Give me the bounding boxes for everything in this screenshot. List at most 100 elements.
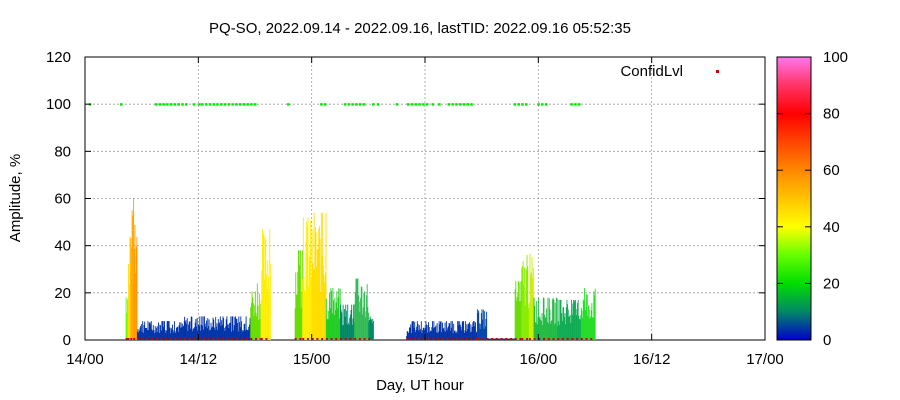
amplitude-bar — [443, 330, 445, 340]
amplitude-bar — [508, 338, 510, 340]
colorbar-tick-label: 0 — [823, 332, 831, 349]
amplitude-bar — [461, 330, 463, 340]
amplitude-bar — [170, 327, 172, 340]
amplitude-bar — [497, 338, 499, 340]
y-tick-label: 120 — [46, 49, 71, 66]
amplitude-bar — [211, 327, 213, 340]
amplitude-bar — [433, 321, 435, 340]
amplitude-bar — [306, 221, 308, 340]
amplitude-bar — [502, 338, 504, 340]
amplitude-bar — [344, 316, 346, 340]
amplitude-bar — [224, 330, 226, 340]
amplitude-bar — [523, 267, 525, 340]
amplitude-bar — [590, 316, 591, 340]
amplitude-bar — [175, 328, 177, 340]
confidence-point — [570, 103, 573, 106]
amplitude-bar — [440, 321, 442, 340]
amplitude-bar — [536, 301, 538, 340]
amplitude-bar — [327, 318, 329, 340]
amplitude-bar — [247, 330, 249, 340]
amplitude-bar — [521, 266, 523, 340]
amplitude-bar — [527, 308, 529, 340]
x-tick-label: 15/00 — [293, 351, 331, 368]
amplitude-bar — [177, 326, 179, 340]
amplitude-bar — [265, 238, 267, 340]
amplitude-bar — [589, 318, 591, 340]
amplitude-bar — [365, 317, 367, 340]
amplitude-bar — [534, 322, 536, 340]
amplitude-bar — [588, 305, 590, 340]
amplitude-bar — [586, 294, 588, 340]
confidence-point — [204, 103, 208, 106]
amplitude-bar — [156, 327, 158, 340]
amplitude-bar — [140, 326, 142, 340]
amplitude-bar — [559, 325, 561, 340]
amplitude-bar — [173, 332, 175, 340]
amplitude-bar — [194, 322, 196, 340]
amplitude-bar — [540, 319, 542, 340]
amplitude-bar — [323, 275, 325, 340]
amplitude-bar — [353, 304, 355, 340]
amplitude-bar — [494, 338, 496, 340]
amplitude-bar — [177, 331, 179, 340]
amplitude-bar — [467, 329, 469, 340]
amplitude-bar — [299, 250, 301, 340]
amplitude-bar — [129, 236, 131, 340]
amplitude-bar — [494, 338, 496, 340]
amplitude-bar — [152, 330, 154, 340]
amplitude-bar — [470, 324, 472, 340]
confidence-point — [431, 103, 435, 106]
amplitude-bar — [371, 323, 373, 340]
amplitude-bar — [452, 333, 454, 340]
amplitude-bar — [144, 328, 146, 340]
amplitude-bar — [235, 316, 236, 340]
confidence-point — [458, 103, 462, 106]
amplitude-bar — [362, 307, 364, 340]
amplitude-bar — [417, 323, 419, 340]
amplitude-bar — [160, 325, 161, 340]
x-tick-label: 15/12 — [406, 351, 444, 368]
amplitude-bar — [268, 294, 270, 340]
amplitude-bar — [465, 321, 467, 340]
amplitude-bar — [263, 234, 265, 340]
amplitude-bar — [345, 304, 347, 340]
amplitude-bar — [266, 288, 268, 340]
amplitude-bar — [217, 319, 219, 340]
confidence-baseline-point — [363, 338, 366, 340]
amplitude-bar — [476, 309, 478, 340]
amplitude-bar — [179, 327, 181, 340]
confidence-point — [513, 103, 517, 106]
confidence-baseline-point — [358, 338, 361, 340]
amplitude-bar — [570, 322, 572, 340]
amplitude-bar — [451, 327, 453, 340]
amplitude-bar — [434, 327, 435, 340]
confidence-point — [231, 103, 234, 106]
amplitude-bar — [213, 319, 215, 340]
amplitude-bar — [205, 326, 207, 340]
amplitude-bar — [246, 329, 248, 340]
confidence-baseline-point — [590, 338, 593, 340]
amplitude-bar — [457, 321, 459, 340]
amplitude-bar — [468, 323, 470, 340]
amplitude-bar — [341, 325, 343, 340]
amplitude-bar — [561, 321, 563, 340]
amplitude-bar — [164, 329, 166, 340]
legend: ConfidLvl — [620, 63, 719, 80]
amplitude-bar — [154, 326, 156, 340]
amplitude-bar — [426, 332, 428, 340]
amplitude-bar — [471, 326, 473, 340]
amplitude-bar — [143, 325, 145, 340]
confidence-point — [395, 103, 399, 106]
amplitude-bar — [586, 294, 588, 340]
amplitude-bar — [485, 319, 487, 340]
amplitude-bar — [546, 308, 548, 340]
x-axis-ticks: 14/00 14/12 15/00 15/12 16/00 16/12 17/00 — [66, 57, 784, 368]
amplitude-bar — [250, 307, 252, 340]
confidence-baseline-point — [174, 338, 177, 340]
confidence-baseline-point — [151, 338, 154, 340]
amplitude-bar — [480, 323, 482, 340]
amplitude-bar — [407, 331, 409, 340]
confidence-baseline-point — [302, 338, 305, 340]
amplitude-bar — [574, 301, 576, 340]
x-tick-label: 14/12 — [180, 351, 218, 368]
